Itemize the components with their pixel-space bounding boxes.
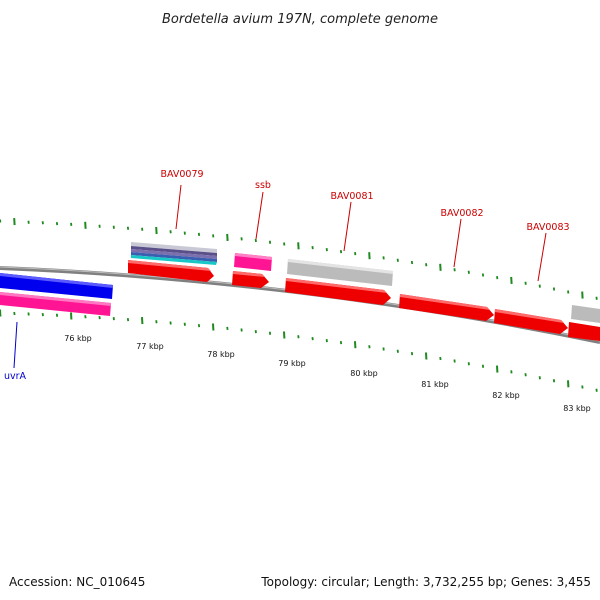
gene-label-ssb[interactable]: ssb: [255, 180, 271, 191]
gene-label-bav0079[interactable]: BAV0079: [160, 169, 203, 180]
upper-tick-ruler: [0, 218, 598, 300]
feature-pink-left[interactable]: [0, 292, 111, 316]
accession-text: Accession: NC_010645: [9, 575, 145, 589]
feature-bav0083-shine: [495, 309, 564, 323]
kbp-label: 83 kbp: [563, 404, 591, 413]
feature-ssb-pink-shine: [235, 253, 272, 260]
leader-bav0081: [343, 201, 352, 252]
kbp-label: 80 kbp: [350, 369, 378, 378]
feature-bav0081-cds[interactable]: [285, 278, 391, 305]
feature-ssb-shine: [233, 271, 265, 277]
feature-bav0082-shine: [400, 294, 490, 310]
leader-bav0082: [453, 218, 462, 268]
kbp-label: 76 kbp: [64, 334, 92, 343]
kbp-label: 77 kbp: [136, 342, 164, 351]
feature-bav0079-shine: [128, 260, 211, 271]
feature-bav0081-gray[interactable]: [287, 259, 393, 286]
kbp-label: 81 kbp: [421, 380, 449, 389]
feature-uvrA[interactable]: [0, 273, 113, 299]
leader-bav0083: [537, 232, 547, 282]
kbp-label: 78 kbp: [207, 350, 235, 359]
feature-bav0079-cds[interactable]: [128, 260, 214, 282]
feature-right-gray[interactable]: [571, 305, 600, 323]
kbp-label: 82 kbp: [492, 391, 520, 400]
genome-summary-text: Topology: circular; Length: 3,732,255 bp…: [260, 575, 591, 589]
lower-tick-ruler: [0, 309, 598, 392]
kbp-label: 79 kbp: [278, 359, 306, 368]
gene-label-bav0083[interactable]: BAV0083: [526, 222, 569, 233]
feature-pink-left-shine: [0, 292, 111, 306]
feature-bav0082-cds[interactable]: [399, 294, 494, 321]
feature-bav0083-cds[interactable]: [494, 309, 568, 334]
leader-bav0079: [175, 184, 182, 230]
leader-ssb: [255, 191, 264, 240]
feature-bav0081-shine: [286, 278, 387, 293]
gene-label-uvrA[interactable]: uvrA: [4, 371, 27, 382]
map-title: Bordetella avium 197N, complete genome: [162, 12, 438, 27]
feature-uvrA-shine: [0, 273, 113, 288]
feature-bav0081-gray-shine: [288, 259, 393, 274]
gene-label-bav0081[interactable]: BAV0081: [330, 191, 373, 202]
feature-bav0079-stack[interactable]: [131, 242, 217, 265]
feature-right-cds[interactable]: [568, 322, 600, 341]
leader-uvrA: [13, 321, 18, 369]
gene-label-bav0082[interactable]: BAV0082: [440, 208, 483, 219]
leader-lines: [13, 184, 547, 369]
